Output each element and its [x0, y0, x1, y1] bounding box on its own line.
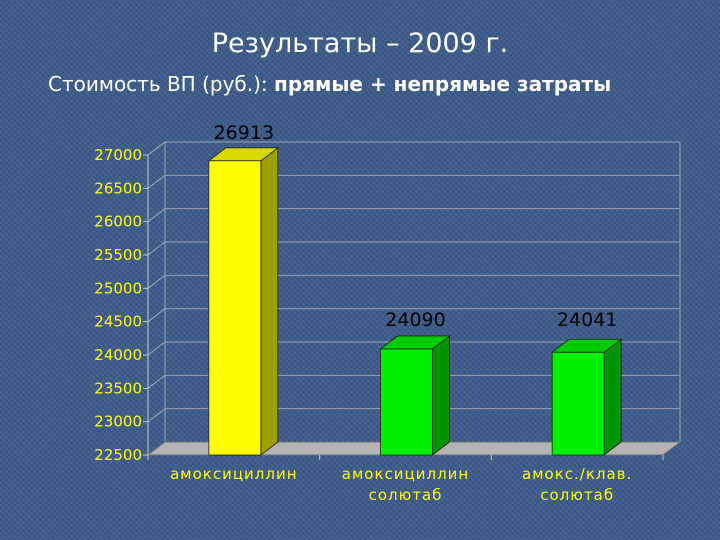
bar [208, 160, 262, 456]
data-label: 24090 [385, 309, 445, 331]
category-label: солютаб [540, 486, 614, 504]
side-gridline [147, 308, 166, 323]
slide-subtitle: Стоимость ВП (руб.): прямые + непрямые з… [48, 72, 611, 96]
subtitle-bold: прямые + непрямые затраты [274, 72, 612, 96]
data-label: 26913 [214, 122, 274, 144]
category-label: амоксициллин [342, 465, 469, 483]
category-label: амоксициллин [170, 465, 297, 483]
side-wall [147, 140, 166, 457]
side-gridline [147, 274, 166, 289]
y-tick-label: 25500 [94, 246, 142, 264]
bar-side [603, 338, 622, 456]
side-gridline [147, 208, 166, 223]
y-tick-label: 27000 [94, 146, 142, 164]
bar [551, 351, 605, 456]
bar-side [432, 335, 450, 456]
side-gridline [147, 408, 166, 423]
y-tick-label: 24500 [94, 313, 142, 331]
bar [380, 348, 433, 456]
y-tick-label: 23000 [94, 413, 142, 431]
slide-title: Результаты – 2009 г. [211, 28, 509, 59]
y-tick-label: 26000 [94, 213, 142, 231]
subtitle-plain: Стоимость ВП (руб.): [48, 72, 275, 96]
side-gridline [147, 341, 166, 356]
bar-side [260, 146, 279, 456]
side-gridline [147, 374, 166, 389]
category-label: солютаб [369, 486, 443, 504]
side-gridline [147, 241, 166, 256]
side-gridline [147, 141, 166, 156]
data-label: 24041 [557, 309, 617, 331]
category-label: амокс./клав. [522, 465, 632, 483]
y-tick-label: 24000 [94, 346, 142, 364]
y-tick-label: 22500 [94, 446, 142, 464]
y-tick-label: 23500 [94, 379, 142, 397]
side-gridline [147, 174, 166, 189]
y-tick-label: 26500 [94, 179, 142, 197]
y-tick-label: 25000 [94, 279, 142, 297]
